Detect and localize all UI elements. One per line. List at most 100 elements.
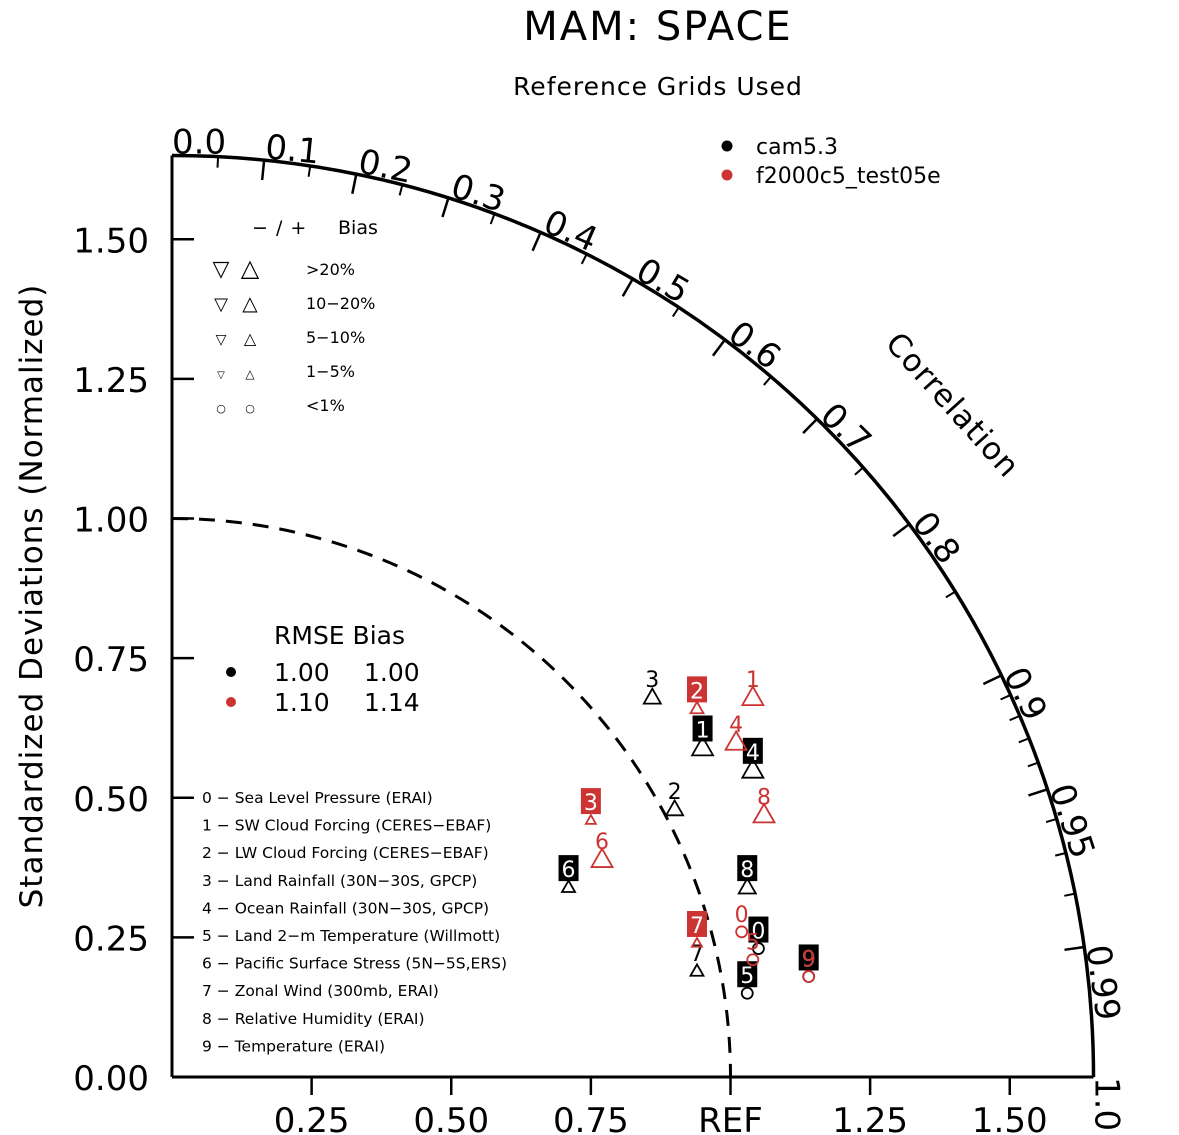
correlation-label: Correlation <box>878 326 1027 485</box>
bias-legend-down-symbol: ▽ <box>217 370 225 381</box>
data-point-label: 4 <box>746 741 760 766</box>
bias-legend-label: 10−20% <box>306 294 375 313</box>
data-point-label-box <box>748 916 769 943</box>
data-point <box>802 970 816 983</box>
data-point-label: 3 <box>645 668 659 693</box>
data-point-label: 8 <box>757 786 771 811</box>
correlation-minor-tick <box>216 156 220 168</box>
series-legend-label: f2000c5_test05e <box>756 164 941 189</box>
bias-legend-down-symbol: ▽ <box>214 294 228 315</box>
y-tick-label: 0.75 <box>73 640 149 680</box>
reference-arc <box>171 517 732 1078</box>
data-point <box>724 729 749 751</box>
correlation-minor-tick <box>671 306 680 318</box>
data-point-label: 2 <box>690 679 704 704</box>
bias-legend-up-symbol: △ <box>244 329 257 348</box>
correlation-tick <box>351 173 358 194</box>
correlation-minor-tick <box>1000 694 1012 701</box>
stats-legend-bias: 1.00 <box>364 658 420 687</box>
correlation-minor-tick <box>580 253 588 265</box>
data-point-label: 5 <box>740 964 754 989</box>
data-point-label-box <box>737 961 758 988</box>
x-tick-label: 1.50 <box>972 1101 1048 1135</box>
correlation-tick-label: 0.6 <box>721 313 788 377</box>
data-point <box>688 700 706 715</box>
data-point-label-box <box>737 855 758 882</box>
variable-legend-item: 1 − SW Cloud Forcing (CERES−EBAF) <box>202 817 491 835</box>
correlation-minor-tick <box>763 376 772 386</box>
data-point-label: 7 <box>690 914 704 939</box>
correlation-minor-tick <box>1054 852 1067 857</box>
correlation-tick <box>621 278 634 297</box>
data-point-label-box <box>558 855 579 882</box>
stats-legend-rmse: 1.00 <box>274 658 330 687</box>
variable-legend-item: 3 − Land Rainfall (30N−30S, GPCP) <box>202 872 477 890</box>
correlation-tick <box>441 197 450 218</box>
bias-legend-signs: − / + <box>252 217 307 239</box>
y-tick-label: 0.25 <box>73 919 149 959</box>
data-point <box>740 684 765 706</box>
bias-legend-down-symbol: ▽ <box>213 257 230 282</box>
correlation-tick <box>531 231 542 252</box>
data-point-label: 1 <box>696 718 710 743</box>
stats-legend-bias: 1.14 <box>364 688 420 717</box>
correlation-tick-label: 0.7 <box>812 395 879 461</box>
correlation-minor-tick <box>1064 892 1076 897</box>
data-point <box>690 735 715 757</box>
variable-legend-item: 7 − Zonal Wind (300mb, ERAI) <box>202 982 439 1000</box>
variable-legend-item: 2 − LW Cloud Forcing (CERES−EBAF) <box>202 844 489 862</box>
bias-legend-down-symbol: ▽ <box>216 332 227 348</box>
y-tick-label: 1.00 <box>73 501 149 541</box>
correlation-arc <box>171 153 1096 1078</box>
data-point-label: 7 <box>690 942 704 967</box>
bias-legend-label: 1−5% <box>306 362 355 381</box>
correlation-tick <box>1064 945 1085 952</box>
correlation-tick <box>802 418 818 435</box>
data-point-label: 1 <box>746 668 760 693</box>
correlation-tick-label: 0.8 <box>904 504 968 571</box>
correlation-tick-label: 0.9 <box>995 661 1055 727</box>
data-point-label: 8 <box>740 858 754 883</box>
series-legend-dot <box>721 140 733 152</box>
data-point <box>737 876 758 895</box>
chart-title: MAM: SPACE <box>523 4 792 50</box>
data-point-label: 0 <box>751 920 765 945</box>
variable-legend-item: 8 − Relative Humidity (ERAI) <box>202 1010 425 1028</box>
stats-legend-header: RMSE Bias <box>274 621 405 650</box>
x-tick-label: 1.25 <box>832 1101 908 1135</box>
correlation-minor-tick <box>489 213 496 225</box>
correlation-minor-tick <box>398 184 404 196</box>
y-tick-label: 1.50 <box>73 221 149 261</box>
series-legend-dot <box>721 169 733 181</box>
data-point <box>690 936 704 948</box>
x-tick-label: 0.75 <box>553 1101 629 1135</box>
correlation-tick-label: 0.3 <box>446 166 510 220</box>
data-point <box>589 846 615 868</box>
data-point <box>735 925 749 939</box>
correlation-minor-tick <box>1009 714 1021 722</box>
variable-legend-item: 0 − Sea Level Pressure (ERAI) <box>202 789 433 807</box>
data-point-label-box <box>580 788 601 815</box>
correlation-tick-label: 0.2 <box>355 142 416 192</box>
correlation-minor-tick <box>1018 737 1030 744</box>
data-point-label: 9 <box>802 947 816 972</box>
y-tick-label: 1.25 <box>73 361 149 401</box>
data-point-label-box <box>686 910 707 937</box>
bias-legend-label: 5−10% <box>306 328 365 347</box>
x-tick-label: 0.50 <box>413 1101 489 1135</box>
bias-legend-label: <1% <box>306 396 345 415</box>
bias-legend-up-symbol: △ <box>242 291 258 315</box>
x-tick-label: REF <box>698 1101 763 1135</box>
data-point <box>751 802 777 824</box>
data-point-label: 6 <box>562 858 576 883</box>
correlation-minor-tick <box>1027 761 1039 768</box>
data-point-label: 3 <box>584 791 598 816</box>
data-point-label: 5 <box>746 931 760 956</box>
variable-legend-item: 4 − Ocean Rainfall (30N−30S, GPCP) <box>202 899 489 917</box>
data-point-label: 9 <box>802 947 816 972</box>
data-point <box>740 757 765 779</box>
data-point <box>746 953 760 967</box>
correlation-minor-tick <box>307 165 312 177</box>
data-point <box>560 878 577 893</box>
